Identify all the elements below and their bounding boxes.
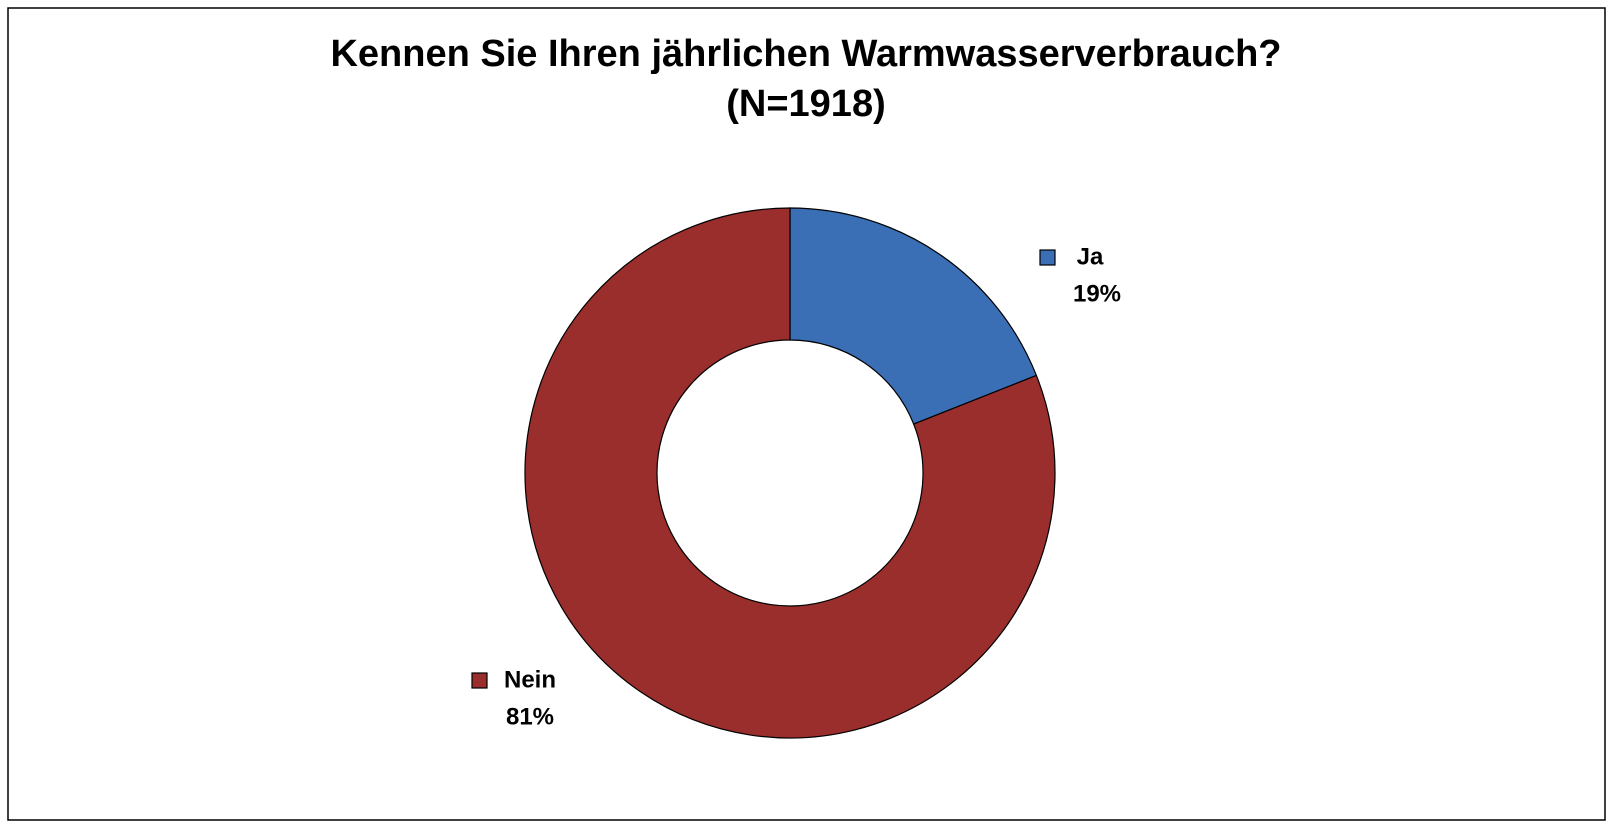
value-label: 19% — [1073, 280, 1121, 307]
chart-subtitle: (N=1918) — [726, 83, 885, 125]
category-label: Ja — [1077, 243, 1104, 270]
value-label: 81% — [506, 703, 554, 730]
donut-segment — [789, 207, 1038, 425]
donut-segment — [524, 207, 1056, 739]
chart-title: Kennen Sie Ihren jährlichen Warmwasserve… — [330, 33, 1281, 75]
category-label: Nein — [504, 666, 556, 693]
legend-swatch — [1039, 249, 1056, 266]
legend-swatch — [471, 672, 488, 689]
